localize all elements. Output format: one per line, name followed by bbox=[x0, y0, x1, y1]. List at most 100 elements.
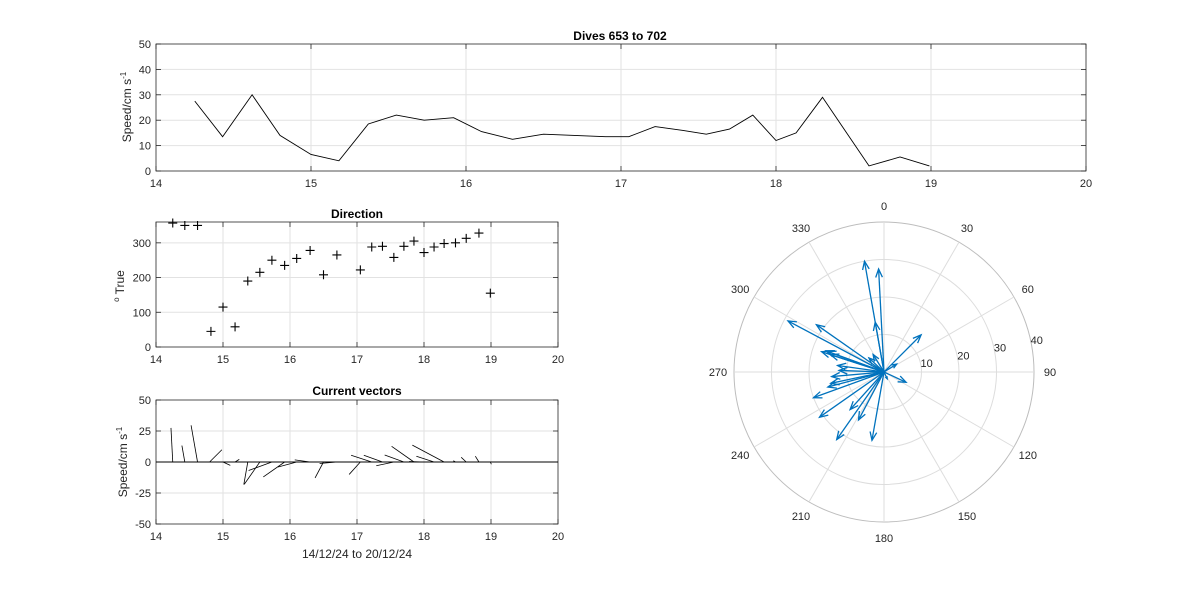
compass-arrowhead bbox=[811, 391, 823, 399]
direction-xtick-label: 20 bbox=[552, 354, 564, 366]
compass-arrowhead bbox=[867, 356, 876, 365]
compass-arrowhead bbox=[869, 431, 878, 443]
vectors-xlabel: 14/12/24 to 20/12/24 bbox=[302, 547, 412, 561]
compass-arrowhead bbox=[837, 366, 848, 375]
compass-spoke bbox=[883, 296, 1015, 373]
compass-arrowhead bbox=[835, 430, 845, 442]
compass-vector bbox=[868, 357, 885, 373]
compass-panel: 0 30 60 90 120 150 180 210 240 270 300 330 10 20 30 40 bbox=[709, 201, 1056, 545]
direction-xtick-label: 15 bbox=[217, 354, 229, 366]
vectors-stick bbox=[384, 454, 405, 463]
vectors-stick bbox=[319, 461, 337, 464]
direction-point bbox=[389, 252, 399, 262]
vectors-ylabel-sup: -1 bbox=[115, 426, 124, 434]
direction-point bbox=[168, 218, 178, 228]
compass-vector bbox=[836, 371, 885, 440]
compass-vector bbox=[831, 371, 885, 378]
direction-title: Direction bbox=[331, 207, 383, 221]
compass-theta-label: 210 bbox=[792, 511, 810, 523]
compass-arrowhead bbox=[814, 323, 826, 333]
vectors-stick bbox=[243, 461, 261, 485]
vectors-stick bbox=[391, 446, 415, 463]
direction-point bbox=[439, 239, 449, 249]
direction-point bbox=[292, 253, 302, 263]
compass-theta-label: 180 bbox=[875, 533, 893, 545]
vectors-stick bbox=[453, 460, 456, 463]
vectors-stick bbox=[416, 455, 435, 463]
vectors-stick bbox=[222, 461, 231, 466]
compass-spoke bbox=[753, 371, 885, 448]
vectors-xtick-label: 17 bbox=[351, 531, 363, 543]
vectors-stick bbox=[412, 444, 445, 463]
compass-arrowhead bbox=[891, 363, 899, 369]
direction-point bbox=[429, 242, 439, 252]
speed-ytick-label: 0 bbox=[145, 166, 151, 178]
vectors-xtick-label: 14 bbox=[150, 531, 162, 543]
direction-ylabel-text: True bbox=[113, 270, 127, 295]
compass-theta-label: 90 bbox=[1044, 367, 1056, 379]
vectors-ytick-label: 0 bbox=[145, 457, 151, 469]
direction-point bbox=[243, 276, 253, 286]
compass-vector bbox=[816, 324, 885, 373]
compass-arrowhead bbox=[786, 320, 797, 329]
direction-ytick-label: 0 bbox=[145, 342, 151, 354]
vectors-xtick-label: 20 bbox=[552, 531, 564, 543]
vectors-stick bbox=[263, 461, 285, 478]
compass-arrowhead bbox=[872, 352, 880, 362]
direction-point bbox=[267, 255, 277, 265]
direction-point bbox=[218, 302, 228, 312]
compass-vector bbox=[863, 261, 885, 373]
vectors-stick bbox=[474, 456, 480, 463]
compass-spoke bbox=[808, 241, 885, 373]
vectors-title: Current vectors bbox=[312, 384, 402, 398]
direction-xtick-label: 17 bbox=[351, 354, 363, 366]
compass-vector bbox=[839, 369, 885, 373]
vectors-stick bbox=[489, 461, 492, 465]
vectors-stick bbox=[376, 461, 394, 467]
direction-point bbox=[230, 322, 240, 332]
vectors-xtick-label: 16 bbox=[284, 531, 296, 543]
compass-arrowhead bbox=[829, 377, 840, 386]
vectors-stick bbox=[190, 425, 198, 463]
vectors-stick bbox=[209, 449, 223, 463]
compass-vector bbox=[830, 353, 885, 373]
compass-theta-label: 0 bbox=[881, 201, 887, 213]
compass-theta-label: 270 bbox=[709, 367, 727, 379]
vectors-stick bbox=[170, 427, 174, 463]
compass-spoke bbox=[808, 371, 885, 503]
compass-arrowhead bbox=[884, 376, 888, 381]
direction-ylabel: o True bbox=[112, 270, 127, 302]
speed-xtick-label: 18 bbox=[770, 178, 782, 190]
compass-vector bbox=[883, 371, 907, 383]
compass-theta-label: 150 bbox=[958, 511, 976, 523]
vectors-ytick-label: -50 bbox=[135, 519, 151, 531]
compass-theta-label: 30 bbox=[961, 223, 973, 235]
speed-ytick-label: 50 bbox=[139, 39, 151, 51]
compass-arrowhead bbox=[818, 409, 829, 419]
compass-vector bbox=[872, 354, 885, 373]
direction-point bbox=[399, 241, 409, 251]
direction-point bbox=[206, 326, 216, 336]
direction-point bbox=[461, 233, 471, 243]
compass-vector bbox=[877, 268, 885, 373]
vectors-ytick-label: 25 bbox=[139, 426, 151, 438]
direction-point bbox=[305, 245, 315, 255]
compass-vector bbox=[883, 334, 922, 373]
direction-xtick-label: 16 bbox=[284, 354, 296, 366]
speed-xtick-label: 15 bbox=[305, 178, 317, 190]
compass-arrowhead bbox=[857, 411, 866, 422]
speed-xtick-label: 16 bbox=[460, 178, 472, 190]
compass-arrowhead bbox=[912, 333, 923, 344]
speed-panel: Dives 653 to 702 Speed/cm s-1 14 15 16 17 18… bbox=[119, 29, 1092, 190]
vectors-stick bbox=[243, 461, 249, 485]
compass-arrowhead bbox=[848, 400, 859, 411]
direction-ytick-label: 200 bbox=[133, 273, 151, 285]
compass-vector bbox=[837, 364, 885, 373]
compass-vector bbox=[871, 371, 885, 441]
compass-r-label: 30 bbox=[994, 343, 1006, 355]
compass-arrowhead bbox=[828, 353, 840, 361]
vectors-stick bbox=[409, 461, 425, 463]
direction-point bbox=[450, 238, 460, 248]
